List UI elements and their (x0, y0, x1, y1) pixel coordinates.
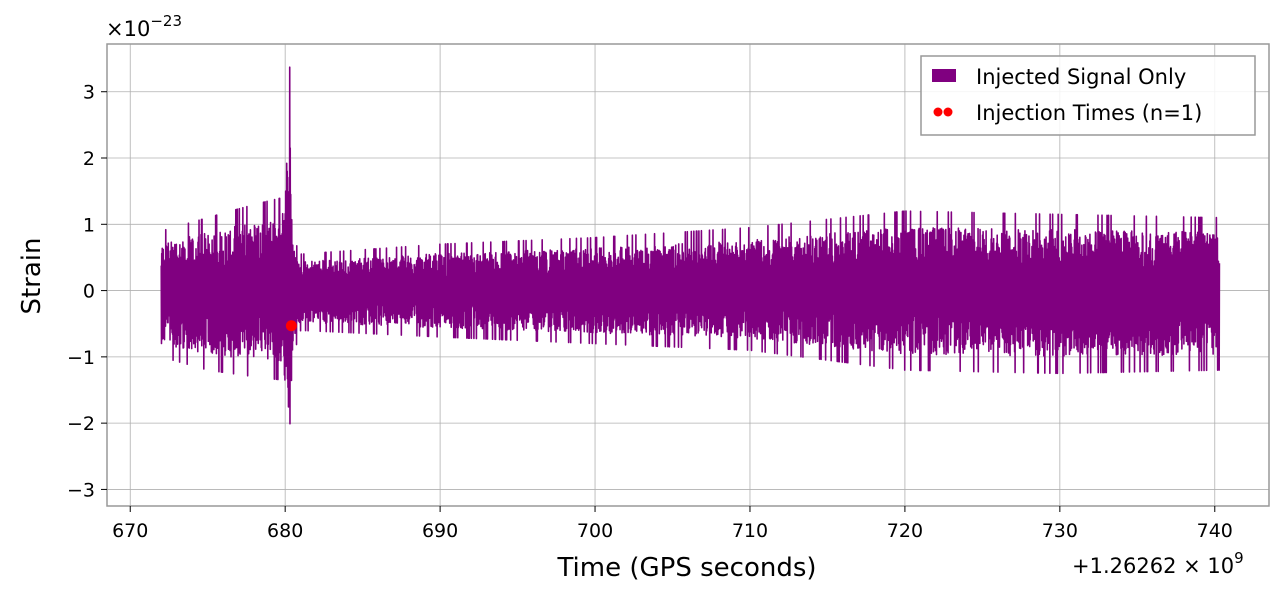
x-tick-label: 680 (267, 520, 303, 542)
series-layer (160, 66, 1221, 425)
x-tick-label: 700 (577, 520, 613, 542)
injection-time-point (285, 320, 297, 332)
legend-label-injected-signal: Injected Signal Only (976, 65, 1186, 89)
y-tick-label: 0 (83, 281, 95, 303)
x-axis-label: Time (GPS seconds) (556, 553, 816, 583)
x-tick-label: 720 (887, 520, 923, 542)
plot-frame (106, 43, 1270, 507)
x-ticks: 670 680 690 700 710 720 730 740 (112, 506, 1233, 542)
x-offset-label: +1.26262 × 109 (1072, 549, 1244, 578)
y-tick-label: 2 (83, 148, 95, 170)
y-tick-label: −2 (67, 413, 95, 435)
legend-marker-injection-left (933, 107, 943, 117)
y-ticks: −3 −2 −1 0 1 2 3 (67, 82, 107, 501)
x-tick-label: 690 (422, 520, 458, 542)
x-tick-label: 710 (732, 520, 768, 542)
legend-label-injection-times: Injection Times (n=1) (976, 101, 1202, 125)
legend: Injected Signal Only Injection Times (n=… (920, 55, 1256, 136)
legend-marker-injection-right (943, 107, 953, 117)
y-tick-label: −3 (67, 479, 95, 501)
y-axis-label: Strain (17, 237, 47, 314)
x-tick-label: 670 (112, 520, 148, 542)
strain-series-line (160, 66, 1221, 425)
legend-frame (920, 55, 1256, 136)
y-scale-label: ×10−23 (106, 12, 182, 41)
y-tick-label: 1 (83, 214, 95, 236)
x-tick-label: 740 (1197, 520, 1233, 542)
y-tick-label: 3 (83, 82, 95, 104)
y-tick-label: −1 (67, 347, 95, 369)
x-tick-label: 730 (1042, 520, 1078, 542)
legend-swatch-injected-signal (932, 69, 956, 82)
